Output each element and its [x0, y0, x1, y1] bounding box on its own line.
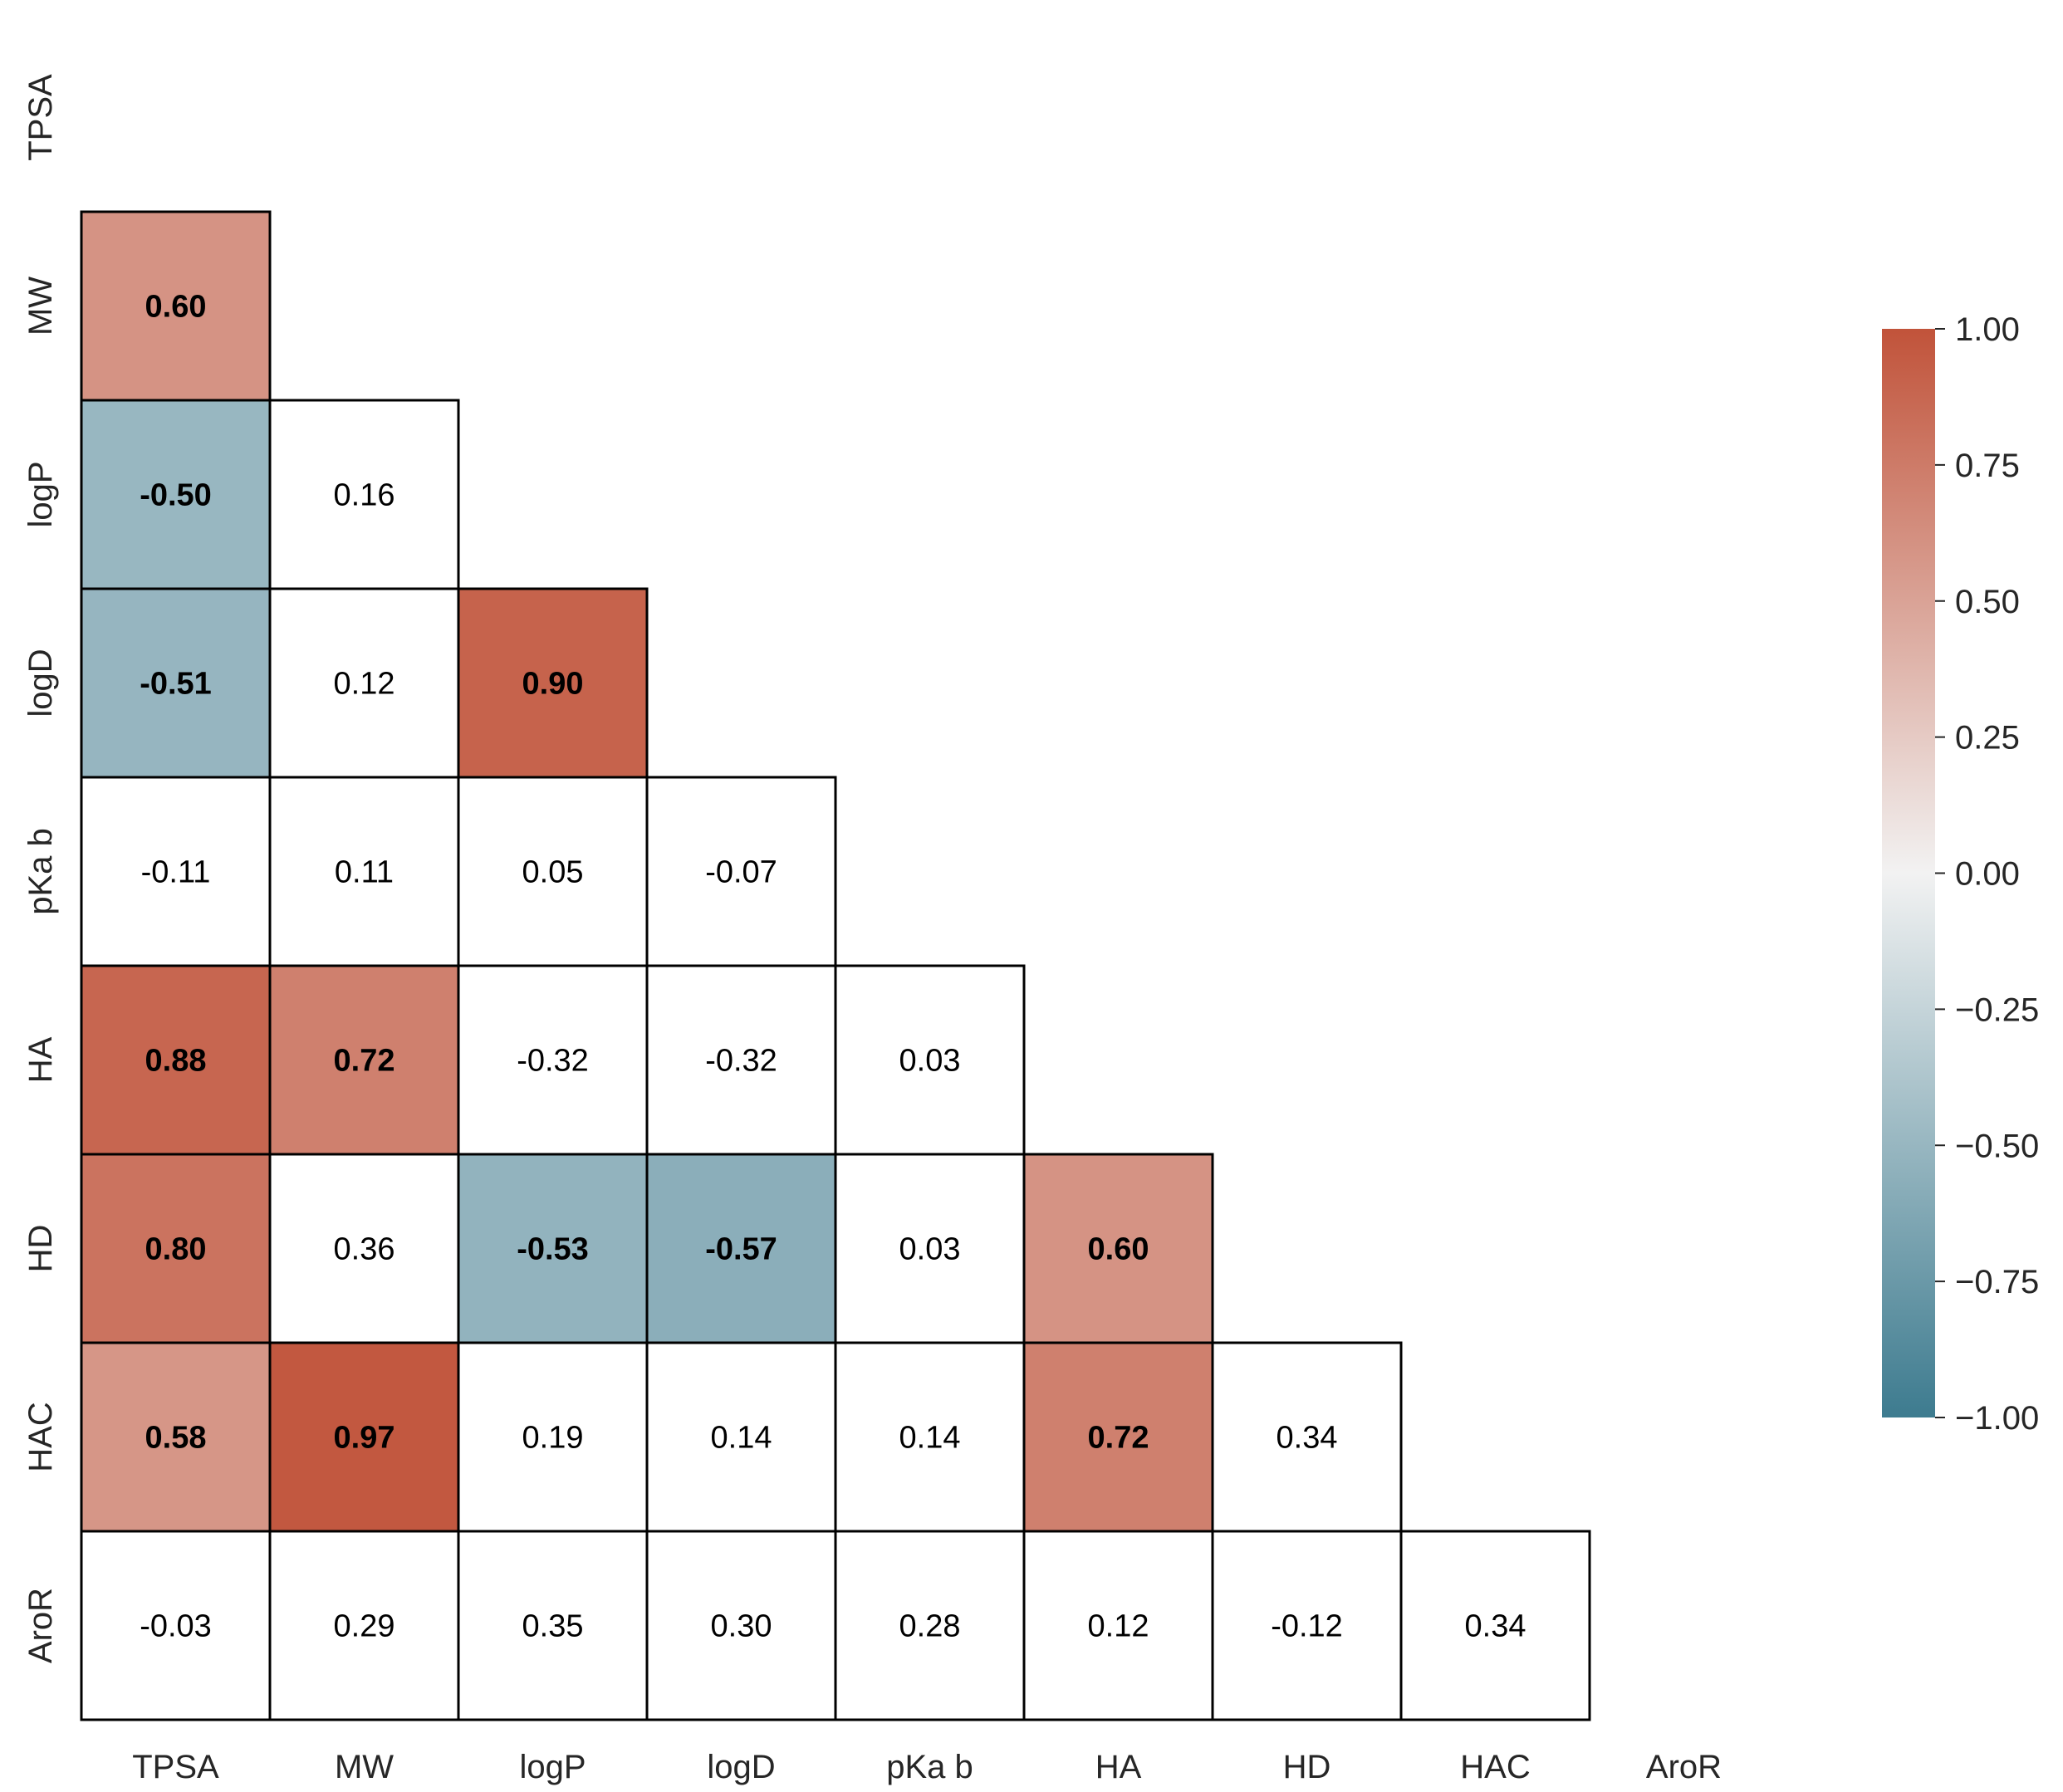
heatmap-cell: [80, 587, 272, 779]
heatmap-cell: [80, 1153, 272, 1344]
cell-value-label: 0.60: [1088, 1232, 1149, 1267]
cell-value-label: -0.11: [141, 855, 211, 890]
heatmap-cell: [80, 1530, 272, 1721]
cell-value-label: -0.03: [140, 1609, 212, 1644]
y-tick-label: logD: [22, 649, 59, 717]
heatmap-cell: [457, 964, 649, 1156]
heatmap-cell: [1211, 1341, 1403, 1533]
cell-value-label: 0.16: [334, 478, 395, 513]
cell-value-label: -0.12: [1271, 1609, 1343, 1644]
cell-value-label: -0.51: [140, 667, 212, 702]
x-tick-label: HA: [1095, 1749, 1142, 1785]
x-axis-labels: TPSA MW logP logD pKa b HA HD HAC AroR: [132, 1749, 1722, 1785]
heatmap-cell: [457, 1530, 649, 1721]
cell-value-label: -0.07: [705, 855, 777, 890]
cell-value-label: -0.57: [705, 1232, 777, 1267]
x-tick-label: pKa b: [886, 1749, 973, 1785]
colorbar-tick-label: −0.50: [1955, 1128, 2039, 1164]
y-tick-label: AroR: [22, 1588, 59, 1663]
heatmap-cell: [80, 399, 272, 590]
y-tick-label: HA: [22, 1036, 59, 1083]
heatmap-cell: [1022, 1341, 1214, 1533]
colorbar-tick-label: 0.75: [1955, 448, 2020, 484]
heatmap-cell: [457, 1153, 649, 1344]
heatmap-cell: [1022, 1153, 1214, 1344]
cell-value-label: 0.28: [899, 1609, 961, 1644]
cell-value-label: 0.29: [334, 1609, 395, 1644]
x-tick-label: HAC: [1460, 1749, 1530, 1785]
colorbar-tick-label: 0.50: [1955, 584, 2020, 620]
x-tick-label: logD: [707, 1749, 775, 1785]
colorbar-tick-label: 1.00: [1955, 311, 2020, 348]
heatmap-cell: [834, 964, 1026, 1156]
cell-value-label: 0.34: [1465, 1609, 1526, 1644]
cell-value-label: 0.90: [522, 667, 584, 702]
cell-value-label: -0.53: [517, 1232, 589, 1267]
cell-value-label: -0.50: [140, 478, 212, 513]
cell-value-label: -0.32: [517, 1044, 589, 1079]
cell-value-label: 0.72: [334, 1044, 395, 1079]
heatmap-cells: 0.60 -0.50 0.16 -0.51 0.12 0.90 -0.11 0.11 0.05 -…: [80, 210, 1591, 1721]
y-tick-label: HD: [22, 1225, 59, 1273]
cell-value-label: 0.12: [334, 667, 395, 702]
cell-value-label: 0.35: [522, 1609, 584, 1644]
heatmap-cell: [268, 1341, 460, 1533]
y-tick-label: TPSA: [22, 74, 59, 161]
x-tick-label: HD: [1283, 1749, 1331, 1785]
x-tick-label: TPSA: [132, 1749, 219, 1785]
cell-value-label: 0.36: [334, 1232, 395, 1267]
heatmap-cell: [80, 1341, 272, 1533]
cell-value-label: 0.19: [522, 1421, 584, 1456]
cell-value-label: 0.03: [899, 1044, 961, 1079]
heatmap-cell: [457, 587, 649, 779]
heatmap-cell: [268, 399, 460, 590]
colorbar-ticks: 1.00 0.75 0.50 0.25 0.00 −0.25 −0.50 −0.75 −1.00: [1935, 311, 2039, 1437]
heatmap-cell: [645, 1341, 837, 1533]
heatmap-cell: [268, 587, 460, 779]
cell-value-label: 0.30: [711, 1609, 772, 1644]
x-tick-label: logP: [519, 1749, 586, 1785]
cell-value-label: 0.80: [145, 1232, 207, 1267]
heatmap-cell: [645, 776, 837, 967]
cell-value-label: 0.14: [711, 1421, 772, 1456]
cell-value-label: 0.58: [145, 1421, 207, 1456]
heatmap-cell: [268, 1153, 460, 1344]
colorbar-tick-label: 0.00: [1955, 856, 2020, 893]
heatmap-cell: [1022, 1530, 1214, 1721]
colorbar-gradient: [1882, 329, 1935, 1417]
cell-value-label: 0.05: [522, 855, 584, 890]
cell-value-label: 0.03: [899, 1232, 961, 1267]
cell-value-label: 0.72: [1088, 1421, 1149, 1456]
heatmap-cell: [80, 210, 272, 402]
cell-value-label: -0.32: [705, 1044, 777, 1079]
cell-value-label: 0.34: [1277, 1421, 1338, 1456]
heatmap-cell: [1399, 1530, 1591, 1721]
x-tick-label: AroR: [1646, 1749, 1722, 1785]
colorbar-tick-label: −0.25: [1955, 991, 2039, 1028]
heatmap-cell: [268, 776, 460, 967]
colorbar-tick-label: −1.00: [1955, 1400, 2039, 1437]
y-tick-label: HAC: [22, 1402, 59, 1471]
y-tick-label: MW: [22, 277, 59, 335]
cell-value-label: 0.14: [899, 1421, 961, 1456]
x-tick-label: MW: [335, 1749, 394, 1785]
colorbar-tick-label: −0.75: [1955, 1264, 2039, 1300]
heatmap-cell: [834, 1153, 1026, 1344]
y-tick-label: pKa b: [22, 828, 59, 915]
heatmap-cell: [268, 964, 460, 1156]
cell-value-label: 0.60: [145, 290, 207, 325]
cell-value-label: 0.11: [335, 855, 394, 890]
heatmap-cell: [1211, 1530, 1403, 1721]
colorbar: 1.00 0.75 0.50 0.25 0.00 −0.25 −0.50 −0.75 −1.00: [1882, 311, 2039, 1437]
cell-value-label: 0.97: [334, 1421, 395, 1456]
cell-value-label: 0.12: [1088, 1609, 1149, 1644]
y-axis-labels: TPSA MW logP logD pKa b HA HD HAC AroR: [22, 74, 59, 1663]
heatmap-cell: [645, 964, 837, 1156]
cell-value-label: 0.88: [145, 1044, 207, 1079]
colorbar-tick-label: 0.25: [1955, 720, 2020, 756]
y-tick-label: logP: [22, 461, 59, 527]
heatmap-cell: [645, 1153, 837, 1344]
